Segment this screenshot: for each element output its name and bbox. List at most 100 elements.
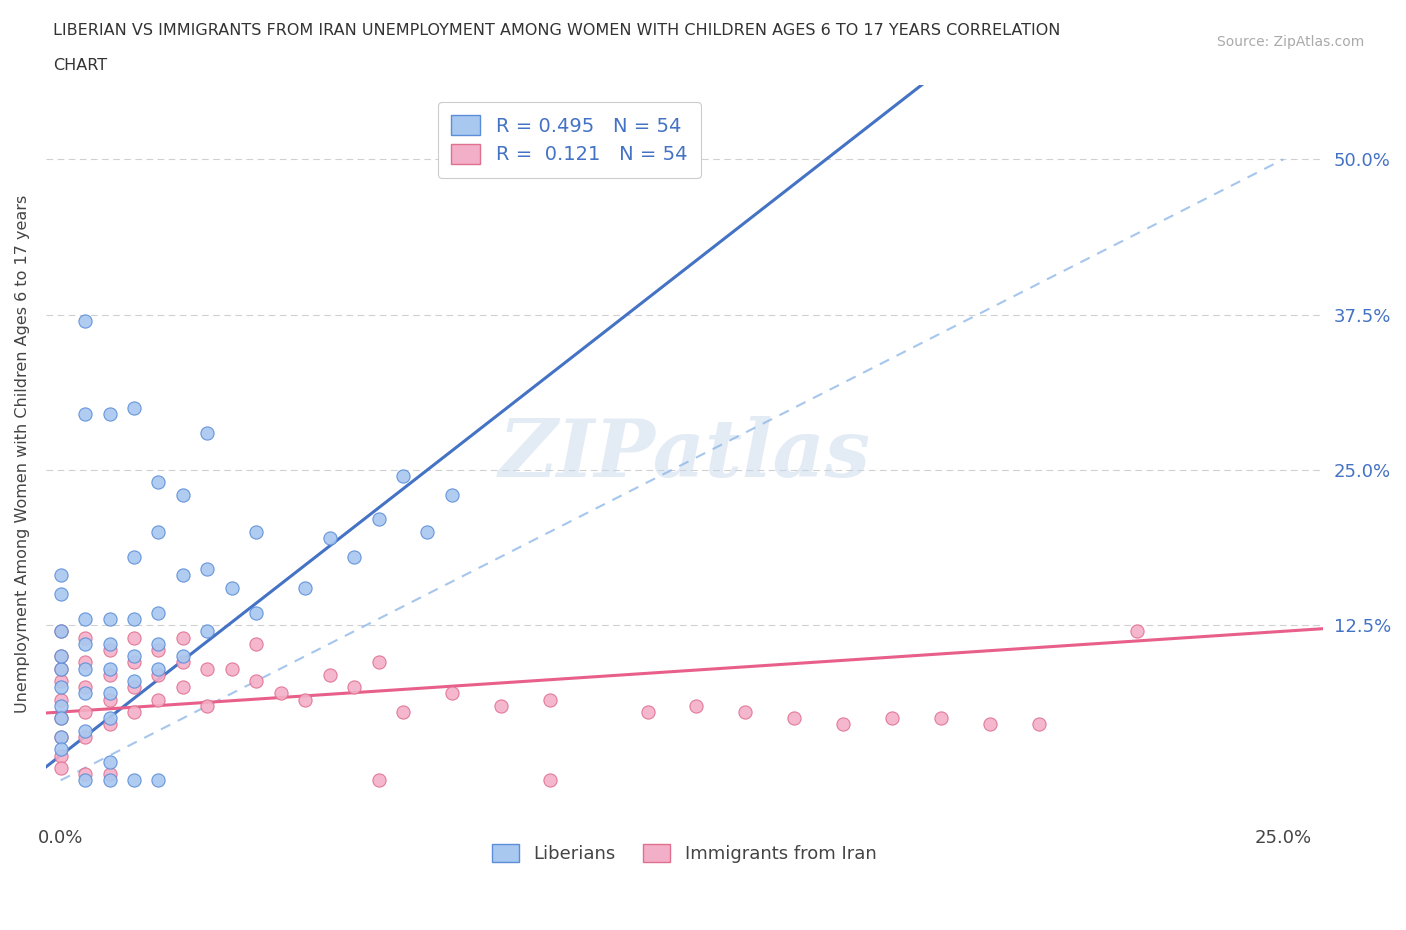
Point [172, 649, 194, 664]
Point [882, 711, 904, 725]
Point [122, 680, 145, 695]
Point [49, 661, 72, 676]
Point [122, 705, 145, 720]
Text: ZIPatlas: ZIPatlas [498, 416, 870, 493]
Point [122, 673, 145, 688]
Point [245, 636, 267, 651]
Point [98, 668, 121, 683]
Point [98, 773, 121, 788]
Point [148, 475, 170, 490]
Point [489, 698, 512, 713]
Point [416, 525, 439, 539]
Point [392, 705, 415, 720]
Point [245, 605, 267, 620]
Point [783, 711, 806, 725]
Point [148, 605, 170, 620]
Point [148, 643, 170, 658]
Point [49, 661, 72, 676]
Point [98, 692, 121, 707]
Point [367, 773, 389, 788]
Point [49, 761, 72, 776]
Point [245, 673, 267, 688]
Point [172, 568, 194, 583]
Point [49, 587, 72, 602]
Legend: Liberians, Immigrants from Iran: Liberians, Immigrants from Iran [485, 836, 883, 870]
Point [75, 406, 97, 421]
Point [195, 698, 218, 713]
Point [195, 661, 218, 676]
Point [98, 711, 121, 725]
Point [318, 668, 340, 683]
Text: Source: ZipAtlas.com: Source: ZipAtlas.com [1216, 35, 1364, 49]
Point [122, 649, 145, 664]
Point [98, 686, 121, 701]
Point [49, 698, 72, 713]
Point [49, 649, 72, 664]
Point [49, 729, 72, 744]
Point [49, 624, 72, 639]
Point [172, 487, 194, 502]
Point [49, 711, 72, 725]
Point [122, 550, 145, 565]
Point [49, 673, 72, 688]
Point [49, 748, 72, 763]
Point [148, 668, 170, 683]
Point [221, 661, 243, 676]
Point [172, 680, 194, 695]
Point [49, 729, 72, 744]
Point [122, 773, 145, 788]
Point [75, 611, 97, 626]
Point [832, 717, 855, 732]
Point [1125, 624, 1147, 639]
Point [929, 711, 952, 725]
Point [75, 729, 97, 744]
Point [75, 661, 97, 676]
Point [195, 425, 218, 440]
Text: CHART: CHART [53, 58, 107, 73]
Point [49, 568, 72, 583]
Point [75, 705, 97, 720]
Point [172, 630, 194, 644]
Point [148, 692, 170, 707]
Point [637, 705, 659, 720]
Point [367, 655, 389, 670]
Point [98, 636, 121, 651]
Point [221, 580, 243, 595]
Point [245, 525, 267, 539]
Point [98, 661, 121, 676]
Point [440, 487, 463, 502]
Point [148, 636, 170, 651]
Point [172, 655, 194, 670]
Point [98, 406, 121, 421]
Point [734, 705, 756, 720]
Point [75, 680, 97, 695]
Point [122, 611, 145, 626]
Point [122, 400, 145, 415]
Point [75, 773, 97, 788]
Point [75, 724, 97, 738]
Point [75, 686, 97, 701]
Point [440, 686, 463, 701]
Point [122, 655, 145, 670]
Point [685, 698, 707, 713]
Point [98, 717, 121, 732]
Point [75, 766, 97, 781]
Point [49, 649, 72, 664]
Point [98, 754, 121, 769]
Point [98, 611, 121, 626]
Point [75, 630, 97, 644]
Point [49, 742, 72, 757]
Point [148, 661, 170, 676]
Point [343, 680, 366, 695]
Y-axis label: Unemployment Among Women with Children Ages 6 to 17 years: Unemployment Among Women with Children A… [15, 195, 30, 713]
Point [195, 624, 218, 639]
Point [49, 624, 72, 639]
Point [75, 655, 97, 670]
Point [343, 550, 366, 565]
Text: LIBERIAN VS IMMIGRANTS FROM IRAN UNEMPLOYMENT AMONG WOMEN WITH CHILDREN AGES 6 T: LIBERIAN VS IMMIGRANTS FROM IRAN UNEMPLO… [53, 23, 1060, 38]
Point [49, 692, 72, 707]
Point [392, 469, 415, 484]
Point [367, 512, 389, 527]
Point [49, 680, 72, 695]
Point [148, 525, 170, 539]
